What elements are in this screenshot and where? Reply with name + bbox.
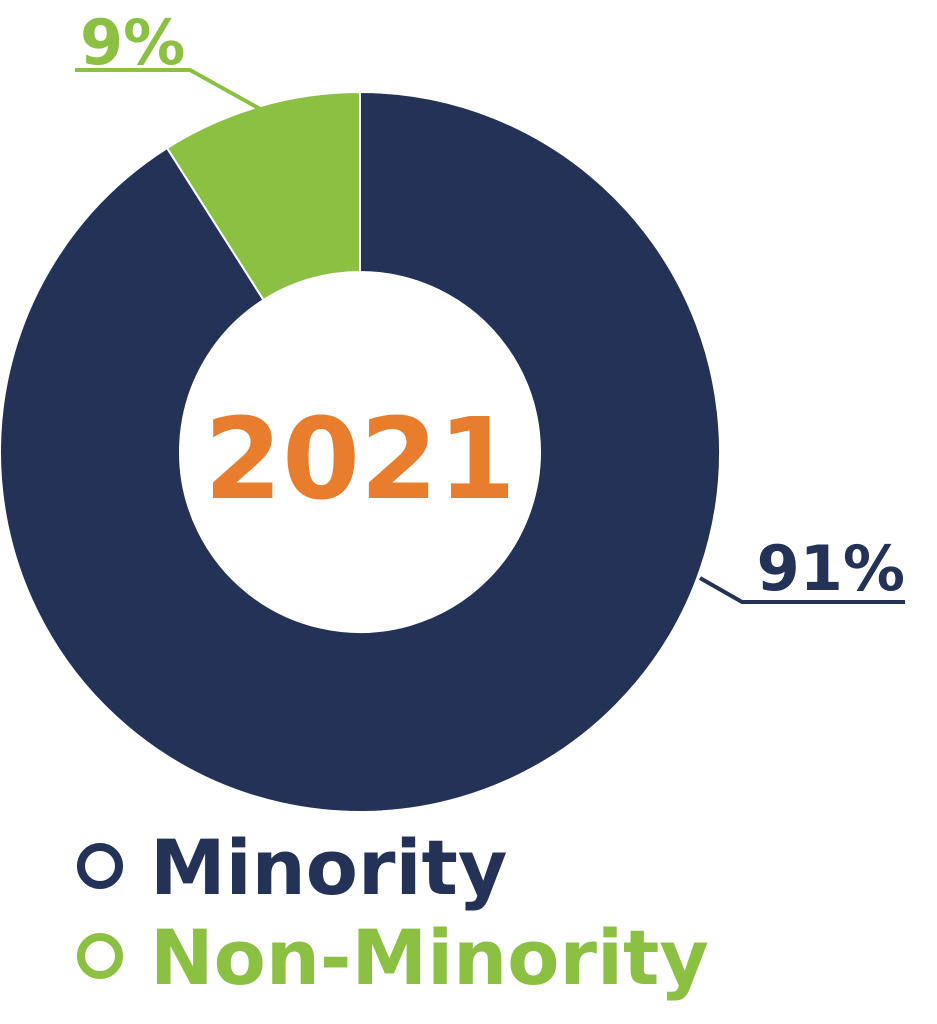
value-label: 91% (757, 532, 905, 605)
value-label: 9% (80, 6, 185, 79)
legend-marker (77, 843, 123, 889)
legend-marker (77, 933, 123, 979)
leader-line (75, 68, 263, 112)
donut-slice (0, 90, 721, 813)
legend-label: Non-Minority (150, 913, 709, 1002)
leader-line (699, 576, 905, 604)
center-label: 2021 (204, 395, 516, 525)
legend-label: Minority (150, 823, 507, 912)
donut-slice (165, 90, 361, 302)
